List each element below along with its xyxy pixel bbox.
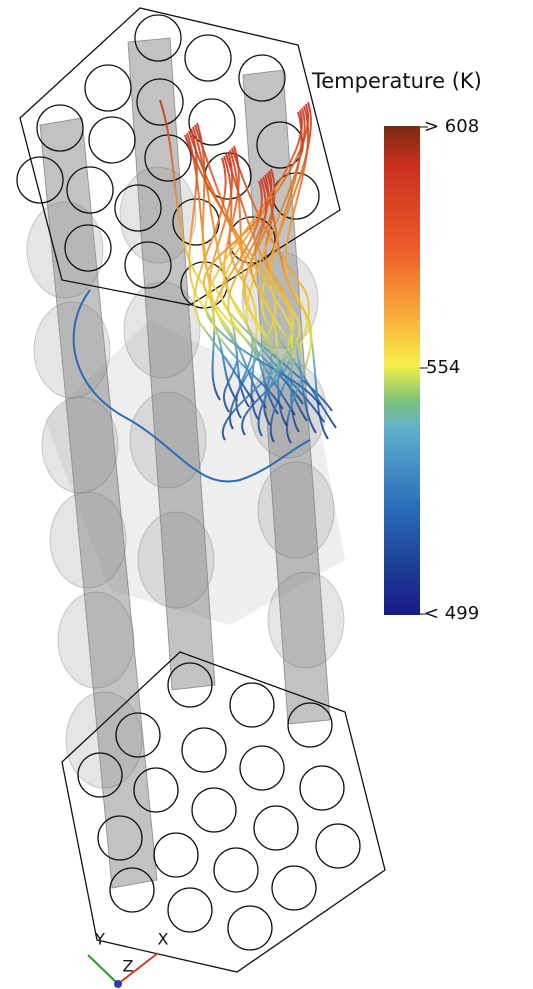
hole — [316, 824, 360, 868]
hole — [182, 728, 226, 772]
hole — [240, 746, 284, 790]
page: Temperature (K) > 608 554 < 499 Y X Z ((… — [0, 0, 533, 989]
triad-label: X — [158, 930, 169, 949]
triad-label: Z — [123, 957, 134, 976]
bulge — [58, 592, 134, 688]
bulge — [50, 492, 126, 588]
hole — [300, 766, 344, 810]
bulge — [42, 397, 118, 493]
hole — [89, 117, 135, 163]
hole — [230, 683, 274, 727]
hole — [254, 806, 298, 850]
hole — [192, 788, 236, 832]
colorbar-label: < 499 — [424, 603, 479, 624]
visualization: Temperature (K) > 608 554 < 499 Y X Z — [0, 0, 533, 989]
hole — [272, 866, 316, 910]
bulge — [258, 462, 334, 558]
bulge — [138, 512, 214, 608]
colorbar-title: Temperature (K) — [311, 69, 482, 93]
bulge — [268, 572, 344, 668]
hole — [214, 848, 258, 892]
triad-z-axis — [114, 980, 122, 988]
colorbar-label: 554 — [426, 357, 460, 378]
hole — [168, 888, 212, 932]
bulge — [34, 302, 110, 398]
hole — [228, 906, 272, 950]
hole — [85, 65, 131, 111]
hole — [154, 833, 198, 877]
bulge — [130, 392, 206, 488]
triad-label: Y — [94, 930, 105, 949]
hole — [185, 35, 231, 81]
colorbar-label: > 608 — [424, 116, 479, 137]
colorbar — [384, 126, 420, 615]
bulge — [124, 282, 200, 378]
triad-y-axis — [88, 955, 118, 984]
